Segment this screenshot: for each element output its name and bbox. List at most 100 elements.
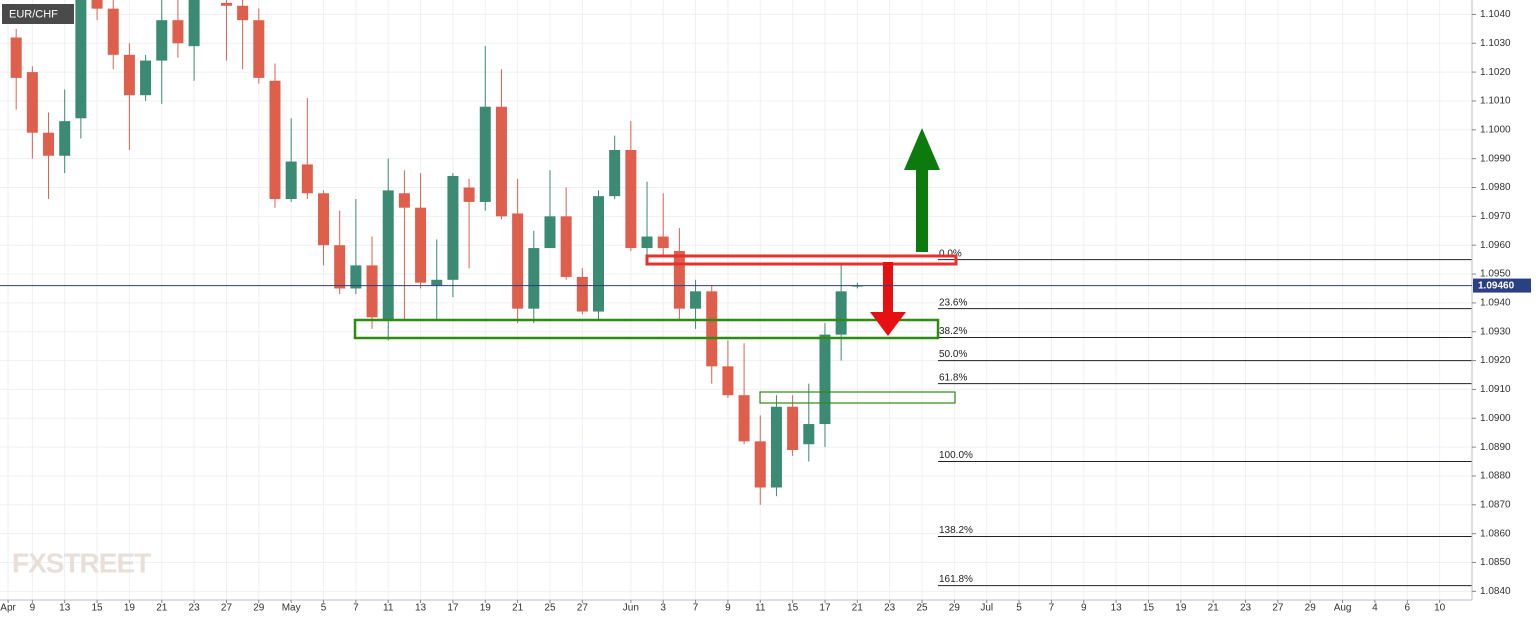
candle-body: [544, 216, 556, 249]
candle-body: [593, 196, 605, 312]
x-tick-label: 29: [1305, 603, 1317, 614]
candle-body: [75, 0, 87, 119]
x-tick-label: 11: [383, 603, 394, 614]
y-tick-label: 1.1030: [1480, 38, 1511, 49]
resistance-box: [645, 254, 958, 266]
y-tick-label: 1.0910: [1480, 384, 1511, 395]
y-tick-label: 1.1010: [1480, 96, 1511, 107]
candles: [10, 0, 863, 505]
y-tick-label: 1.0930: [1480, 326, 1511, 337]
candle-body: [625, 150, 637, 249]
x-tick-label: 21: [512, 603, 524, 614]
x-tick-label: 27: [577, 603, 589, 614]
x-tick-label: 27: [221, 603, 233, 614]
candle-body: [398, 193, 410, 208]
annotations: [353, 128, 958, 404]
x-tick-label: Jul: [980, 603, 993, 614]
candle-body: [690, 291, 702, 309]
candle-body: [107, 8, 119, 55]
down-arrow: [870, 262, 906, 336]
candle-body: [803, 424, 815, 445]
candle-body: [512, 213, 524, 309]
x-tick-label: 15: [91, 603, 103, 614]
symbol: EUR/CHF: [9, 8, 58, 20]
candle-body: [722, 366, 734, 396]
candle-body: [26, 72, 38, 133]
x-tick-label: 13: [1111, 603, 1123, 614]
x-tick-label: 5: [321, 603, 327, 614]
candle-body: [382, 190, 394, 321]
fib-label: 23.6%: [939, 297, 967, 308]
x-tick-label: 15: [1143, 603, 1155, 614]
candle-body: [59, 121, 71, 156]
x-tick-label: Apr: [0, 603, 16, 614]
x-tick-label: 21: [852, 603, 864, 614]
candle-body: [91, 0, 103, 9]
candle-body: [819, 334, 831, 425]
y-tick-label: 1.0890: [1480, 442, 1511, 453]
candle-body: [415, 207, 427, 283]
y-tick-label: 1.1040: [1480, 9, 1511, 20]
candle-body: [172, 20, 184, 44]
candle-body: [528, 248, 540, 309]
candle-body: [463, 187, 475, 202]
x-tick-label: May: [282, 603, 301, 614]
current-price-box: [1473, 278, 1531, 293]
fib-levels: 0.0% 23.6% 38.2% 50.0% 61.8% 100.0% 138.2% 161.…: [938, 248, 1472, 587]
candle-body: [560, 216, 572, 277]
candle-body: [431, 279, 443, 286]
axes: 1.0840 1.0850 1.0860 1.0870 1.0880 1.0890 1.09…: [0, 0, 1511, 614]
candle-body: [754, 441, 766, 488]
x-tick-label: 17: [447, 603, 459, 614]
y-tick-label: 1.0880: [1480, 471, 1511, 482]
x-tick-label: 17: [819, 603, 831, 614]
y-tick-label: 1.0960: [1480, 240, 1511, 251]
y-tick-label: 1.0990: [1480, 153, 1511, 164]
candle-body: [285, 161, 297, 200]
x-tick-label: 13: [415, 603, 427, 614]
candle-body: [43, 132, 55, 156]
candle-body: [641, 236, 653, 249]
candle-body: [140, 60, 152, 96]
candle-body: [738, 395, 750, 442]
candle-body: [10, 37, 22, 78]
candle-body: [447, 175, 459, 280]
x-tick-label: Jun: [623, 603, 639, 614]
candle-body: [350, 265, 362, 289]
x-tick-label: 23: [1240, 603, 1252, 614]
candle-body: [787, 406, 799, 450]
candle-body: [495, 106, 507, 217]
current-price-label: 1.09460: [1478, 281, 1515, 292]
demand-box: [759, 391, 956, 404]
x-tick-label: 13: [59, 603, 71, 614]
candle-body: [318, 193, 330, 246]
x-tick-label: 21: [156, 603, 168, 614]
support-box: [353, 318, 940, 340]
x-tick-label: 9: [30, 603, 36, 614]
fib-label: 0.0%: [939, 248, 962, 259]
watermark: FXSTREET: [12, 547, 151, 578]
x-tick-label: 9: [1081, 603, 1087, 614]
candle-body: [706, 291, 718, 367]
y-tick-label: 1.0840: [1480, 586, 1511, 597]
candle-body: [770, 406, 782, 488]
fib-label: 38.2%: [939, 326, 967, 337]
x-tick-label: 3: [660, 603, 666, 614]
x-tick-label: 15: [787, 603, 799, 614]
grid: [0, 0, 1472, 600]
x-tick-label: 25: [916, 603, 928, 614]
candle-body: [673, 250, 685, 309]
fib-label: 138.2%: [939, 525, 973, 536]
y-tick-label: 1.1020: [1480, 67, 1511, 78]
y-tick-label: 1.0980: [1480, 182, 1511, 193]
up-arrow: [904, 128, 940, 252]
y-tick-label: 1.0940: [1480, 298, 1511, 309]
x-tick-label: 23: [189, 603, 201, 614]
x-tick-label: 29: [253, 603, 265, 614]
candle-body: [657, 236, 669, 249]
y-tick-label: 1.1000: [1480, 124, 1511, 135]
x-tick-label: 7: [693, 603, 699, 614]
candle-body: [479, 106, 491, 202]
symbol-box: [2, 4, 74, 24]
